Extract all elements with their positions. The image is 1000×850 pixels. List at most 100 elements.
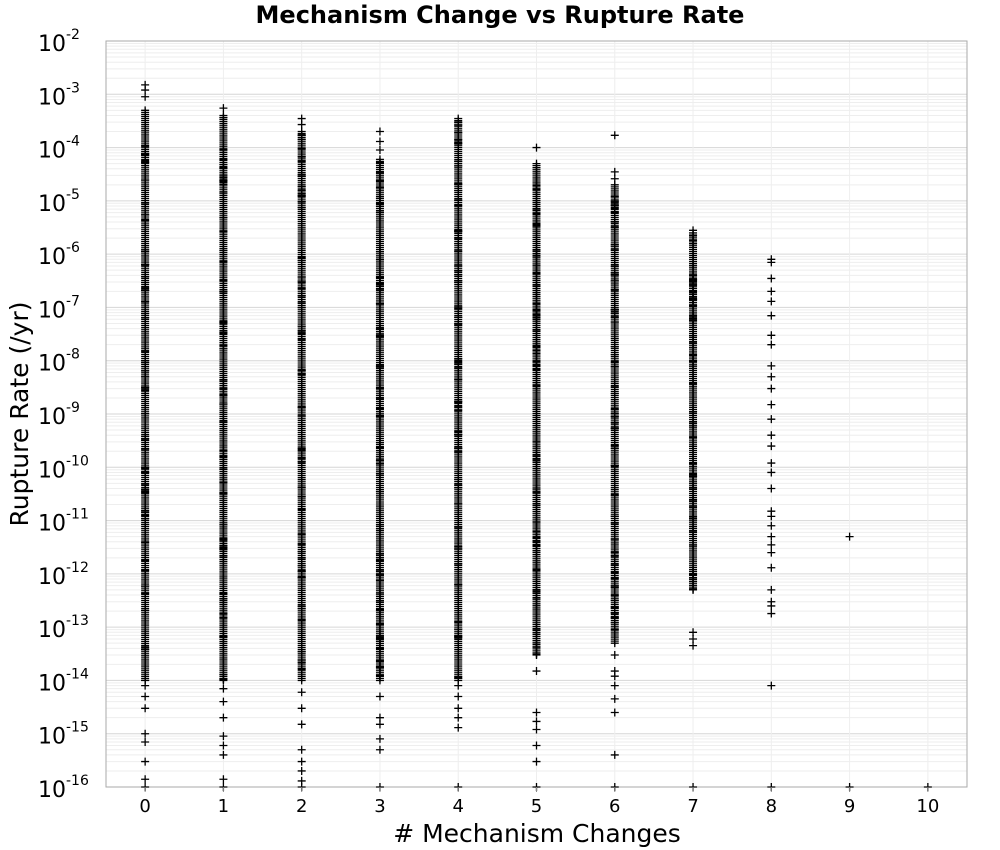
data-point [141,283,150,292]
data-point [532,341,541,350]
data-point [767,442,776,451]
data-point [297,530,306,539]
data-point [219,741,228,750]
data-point [141,681,150,690]
data-point [297,647,306,656]
y-tick-label-exponent: -8 [66,347,80,363]
data-point [689,339,698,348]
data-point [219,713,228,722]
data-point [454,617,463,626]
data-point [141,158,150,167]
data-point [767,274,776,283]
y-tick-label-exponent: -10 [66,453,89,469]
data-point [297,757,306,766]
data-point [375,620,384,629]
data-point [219,478,228,487]
data-point [610,131,619,140]
data-point [454,580,463,589]
y-tick-label-exponent: -16 [66,773,89,789]
data-point [532,206,541,215]
y-tick-label-base: 10 [38,139,66,164]
data-point [610,306,619,315]
data-point [141,514,150,523]
data-point [454,261,463,270]
data-point [610,694,619,703]
data-point [610,240,619,249]
data-point [689,484,698,493]
y-tick-label-base: 10 [38,32,66,57]
data-point [141,487,150,496]
data-point [454,672,463,681]
data-point [532,708,541,717]
data-point [141,245,150,254]
data-point [454,475,463,484]
y-tick-label-base: 10 [38,725,66,750]
y-tick-label-exponent: -9 [66,400,80,416]
data-point [610,192,619,201]
data-point [297,370,306,379]
data-point [610,350,619,359]
y-tick-label-base: 10 [38,618,66,643]
x-tick-label: 2 [296,796,307,817]
data-point [689,442,698,451]
data-point [297,197,306,206]
data-point [454,560,463,569]
data-point [689,314,698,323]
data-point [297,403,306,412]
data-point [767,512,776,521]
data-point [610,618,619,627]
data-point [532,741,541,750]
data-point [767,258,776,267]
data-point [532,311,541,320]
data-point [141,566,150,575]
data-point [219,188,228,197]
data-point [610,672,619,681]
data-point [219,341,228,350]
data-point [297,291,306,300]
data-point [689,350,698,359]
data-point [610,362,619,371]
data-point [219,697,228,706]
data-point [767,484,776,493]
data-point [141,260,150,269]
data-point [375,745,384,754]
data-point [141,729,150,738]
data-point [532,181,541,190]
data-point [689,281,698,290]
data-point [375,469,384,478]
data-point [297,540,306,549]
data-point [689,419,698,428]
data-point [375,383,384,392]
data-point [454,499,463,508]
data-point [532,219,541,228]
x-tick-label: 0 [139,796,150,817]
data-point [141,175,150,184]
data-point [375,597,384,606]
data-point [219,455,228,464]
data-point [689,527,698,536]
data-point [219,288,228,297]
data-point [689,407,698,416]
x-tick-label: 10 [916,796,939,817]
y-tick-label-base: 10 [38,458,66,483]
y-tick-label-exponent: -6 [66,240,80,256]
data-point [375,411,384,420]
data-point [610,208,619,217]
data-point [532,159,541,168]
data-point [610,441,619,450]
data-point [610,218,619,227]
data-point [454,681,463,690]
y-tick-label-base: 10 [38,245,66,270]
data-point [297,172,306,181]
data-point [375,168,384,177]
data-point [219,327,228,336]
data-point [689,462,698,471]
data-point [297,157,306,166]
data-point [610,548,619,557]
data-point [454,302,463,311]
data-point [297,444,306,453]
data-point [297,322,306,331]
data-point [375,459,384,468]
data-point [141,409,150,418]
data-point [532,564,541,573]
